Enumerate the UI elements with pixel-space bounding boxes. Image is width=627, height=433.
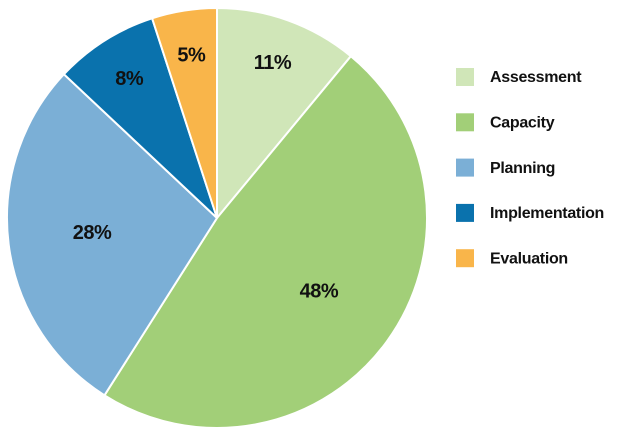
legend-swatch	[456, 158, 474, 177]
legend-label: Evaluation	[490, 250, 568, 267]
legend-label: Implementation	[490, 205, 604, 222]
legend-swatch	[456, 203, 474, 222]
legend-swatch	[456, 68, 474, 86]
legend-label: Capacity	[490, 115, 555, 132]
data-label: 5%	[177, 44, 206, 66]
legend-label: Planning	[490, 160, 555, 177]
data-label: 28%	[73, 222, 112, 244]
pie-slice	[216, 6, 353, 221]
legend-swatch	[456, 113, 474, 132]
pie-slice	[150, 6, 218, 219]
pie-slice	[6, 72, 219, 397]
data-label: 8%	[115, 68, 144, 90]
legend-label: Assessment	[490, 69, 582, 86]
data-label: 48%	[300, 280, 339, 302]
data-label: 11%	[254, 52, 292, 74]
legend-swatch	[456, 249, 474, 268]
pie-slice	[103, 54, 428, 429]
pie-slice	[62, 17, 218, 219]
